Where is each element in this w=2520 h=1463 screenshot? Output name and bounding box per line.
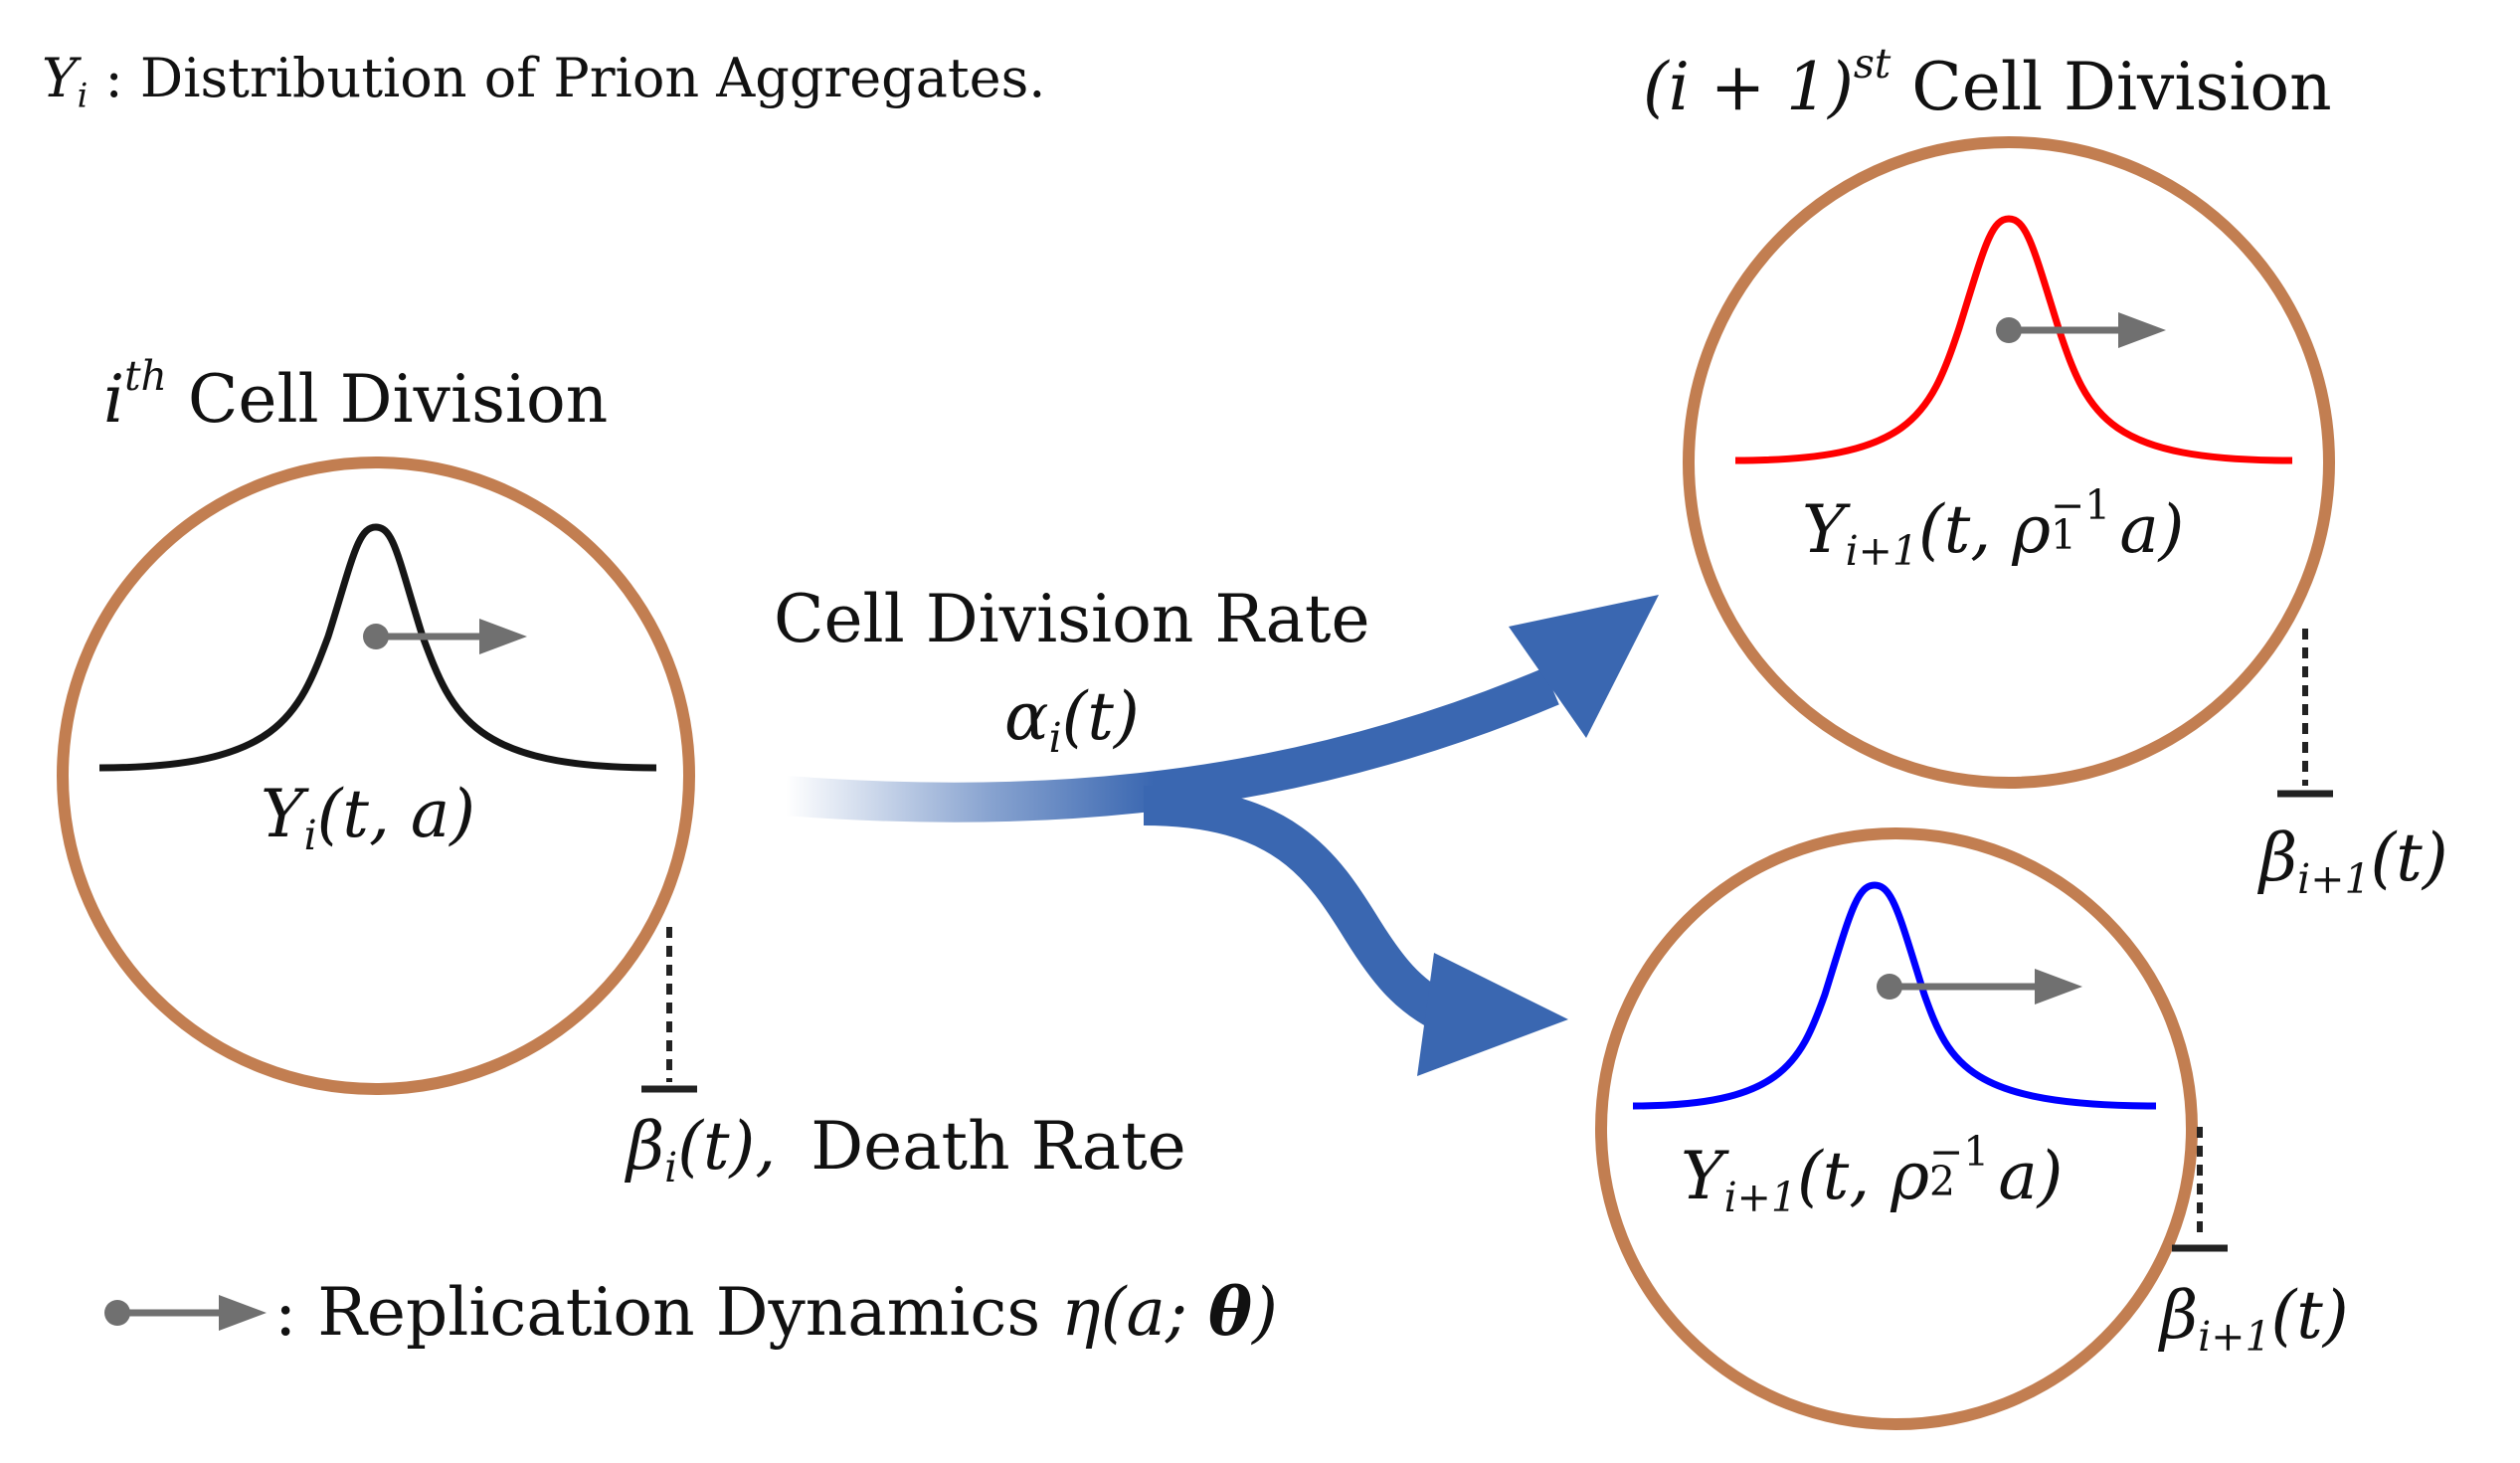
daughter-cell-2 [1595,827,2228,1430]
daughter-1-death-rate: βi+1(t) [2259,825,2448,900]
daughter-1-death-inhibition [2277,629,2333,798]
flow-arrow-lower-shaft [1143,786,1452,1030]
daughter-2-rho-sup: −1 [1929,1127,1990,1176]
daughter-title-superscript: st [1853,40,1891,88]
division-rate-label: Cell Division Rate [774,581,1370,657]
daughter-2-distribution-label: Yi+1(t, ρ −1 2 a) [1681,1131,2063,1222]
bottom-legend-theta: θ [1208,1273,1253,1351]
daughter-2-args-open: (t, [1796,1138,1891,1214]
parent-title-superscript: th [124,352,167,400]
flow-arrow-upper-head [1509,595,1659,738]
legend-replication-arrow-icon [104,1295,267,1331]
daughter-1-death-symbol: β [2259,820,2298,896]
daughter-2-args-close: a) [1998,1138,2064,1214]
daughter-1-rho: ρ [2012,491,2052,568]
top-legend-subscript: i [77,76,89,115]
daughter-2-death-args: (t) [2270,1277,2349,1354]
daughter-1-args-close: a) [2119,491,2185,568]
parent-distribution-curve [98,523,657,772]
daughter-2-death-inhibition [2172,1127,2228,1252]
bottom-legend: : Replication Dynamics η(a; θ) [274,1279,1278,1346]
death-rate-subscript: i [664,1144,678,1192]
daughter-title-text: Cell Division [1911,48,2332,125]
daughter-2-subscript: i+1 [1723,1174,1797,1222]
daughter-2-rho-scripts: −1 2 [1929,1131,1998,1214]
death-rate-args: (t), [677,1108,777,1185]
division-rate-symbol: α [1004,678,1049,755]
daughter-1-distribution-label: Yi+1(t, ρ −1 1 a) [1802,484,2184,576]
bottom-legend-args-close: ) [1252,1274,1278,1351]
daughter-1-args-open: (t, [1917,491,2013,568]
daughter-1-rho-sub: 1 [2051,511,2077,560]
daughter-2-symbol: Y [1681,1138,1724,1214]
division-rate-symbol-group: αi(t) [1004,684,1140,759]
parent-death-inhibition [641,927,697,1093]
daughter-cell-1-membrane [1683,136,2335,789]
parent-cell [57,457,697,1095]
top-legend-symbol: Y [42,47,78,109]
bottom-legend-args-open: (a; [1100,1274,1209,1351]
daughter-2-death-subscript: i+1 [2198,1313,2271,1362]
daughter-2-death-symbol: β [2160,1277,2199,1354]
flow-arrow-upper-shaft [784,667,1559,823]
daughter-cell-1 [1683,136,2335,798]
daughter-1-death-args: (t) [2370,820,2448,896]
parent-distribution-args: (t, a) [316,776,475,852]
parent-distribution-symbol: Y [261,776,304,852]
daughter-title-math: (i + 1) [1643,48,1854,125]
parent-title-index: i [103,360,125,438]
daughter-2-death-rate: βi+1(t) [2160,1283,2349,1358]
death-rate-label: Death Rate [810,1108,1186,1185]
daughter-1-distribution-curve [1734,215,2293,464]
flow-arrow-lower-head [1417,953,1568,1076]
top-legend: Yi : Distribution of Prion Aggregates. [42,52,1045,112]
daughter-division-title: (i + 1)st Cell Division [1643,44,2332,120]
top-legend-text: : Distribution of Prion Aggregates. [104,47,1046,109]
bottom-legend-symbol: η [1061,1274,1101,1351]
bottom-legend-text: : Replication Dynamics [274,1274,1041,1351]
parent-cell-title: ith Cell Division [103,356,608,433]
parent-distribution-subscript: i [303,812,317,860]
division-rate-args: (t) [1061,678,1140,755]
cell-division-flow-arrows [784,595,1659,1076]
daughter-2-distribution-curve [1632,881,2157,1110]
parent-replication-arrow-icon [363,619,527,654]
parent-cell-membrane [57,457,695,1095]
daughter-1-replication-arrow-icon [1996,312,2166,348]
parent-distribution-label: Yi(t, a) [261,782,475,856]
daughter-1-rho-sup: −1 [2051,480,2111,529]
daughter-2-rho-sub: 2 [1929,1158,1956,1206]
daughter-1-subscript: i+1 [1845,527,1918,576]
daughter-1-death-subscript: i+1 [2297,855,2371,904]
daughter-2-replication-arrow-icon [1877,969,2082,1005]
daughter-1-symbol: Y [1802,491,1846,568]
daughter-2-rho: ρ [1890,1138,1930,1214]
death-rate-symbol: β [627,1108,665,1185]
division-rate-subscript: i [1048,714,1062,763]
daughter-cell-2-membrane [1595,827,2198,1430]
death-rate-label-group: βi(t), Death Rate [627,1114,1186,1189]
parent-title-text: Cell Division [187,360,609,438]
daughter-1-rho-scripts: −1 1 [2051,484,2119,568]
